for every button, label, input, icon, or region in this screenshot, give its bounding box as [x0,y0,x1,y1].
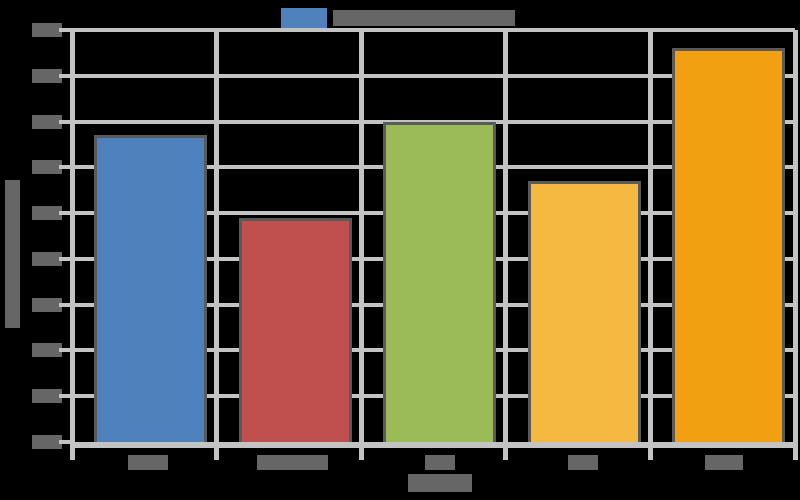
y-tick-label: 0 [32,435,62,449]
x-tick-mark [214,448,220,460]
x-tick-mark [503,448,509,460]
y-tick-label: 50 [32,206,62,221]
y-tick-label: 90 [32,23,62,37]
v-gridline [358,30,364,448]
v-gridline [792,30,798,448]
y-tick-mark [59,348,72,353]
v-gridline [69,30,75,448]
x-tick-mark [69,448,75,460]
y-tick-label: 30 [32,297,62,312]
bar [527,181,641,442]
v-gridline [214,30,220,448]
x-tick-mark [792,448,798,460]
x-axis-title: x-axis title (illegible) [408,474,472,492]
v-gridline [647,30,653,448]
y-tick-label: 70 [32,114,62,129]
bar [238,217,352,442]
y-tick-label: 10 [32,389,62,404]
legend-label: series-1 (label illegible) [333,10,515,26]
v-gridline [503,30,509,448]
x-category-label: category-1 (label illegible) [128,455,168,470]
y-tick-label: 20 [32,343,62,358]
y-tick-mark [59,73,72,78]
x-category-label: category-5 (label illegible) [705,455,743,470]
bar [672,48,786,442]
y-tick-mark [59,394,72,399]
x-category-label: category-3 (label illegible) [425,455,455,470]
x-category-label: category-4 (label illegible) [568,455,598,470]
legend: series-1 (label illegible) [281,8,515,28]
x-axis-line [72,442,795,448]
legend-swatch [281,8,327,28]
y-tick-label: 80 [32,68,62,83]
y-tick-mark [59,211,72,216]
y-tick-label: 40 [32,251,62,266]
y-tick-mark [59,440,72,444]
y-tick-mark [59,28,72,32]
x-tick-mark [358,448,364,460]
bar [383,121,497,442]
x-tick-mark [647,448,653,460]
y-tick-mark [59,119,72,124]
y-tick-mark [59,302,72,307]
h-gridline [72,28,795,32]
bar [94,135,207,442]
y-tick-mark [59,256,72,261]
h-gridline [72,73,795,78]
y-axis-title: y-axis title (illegible) [5,180,20,328]
y-tick-label: 60 [32,160,62,175]
y-tick-mark [59,165,72,170]
x-category-label: category-2 (label illegible) [256,455,328,470]
